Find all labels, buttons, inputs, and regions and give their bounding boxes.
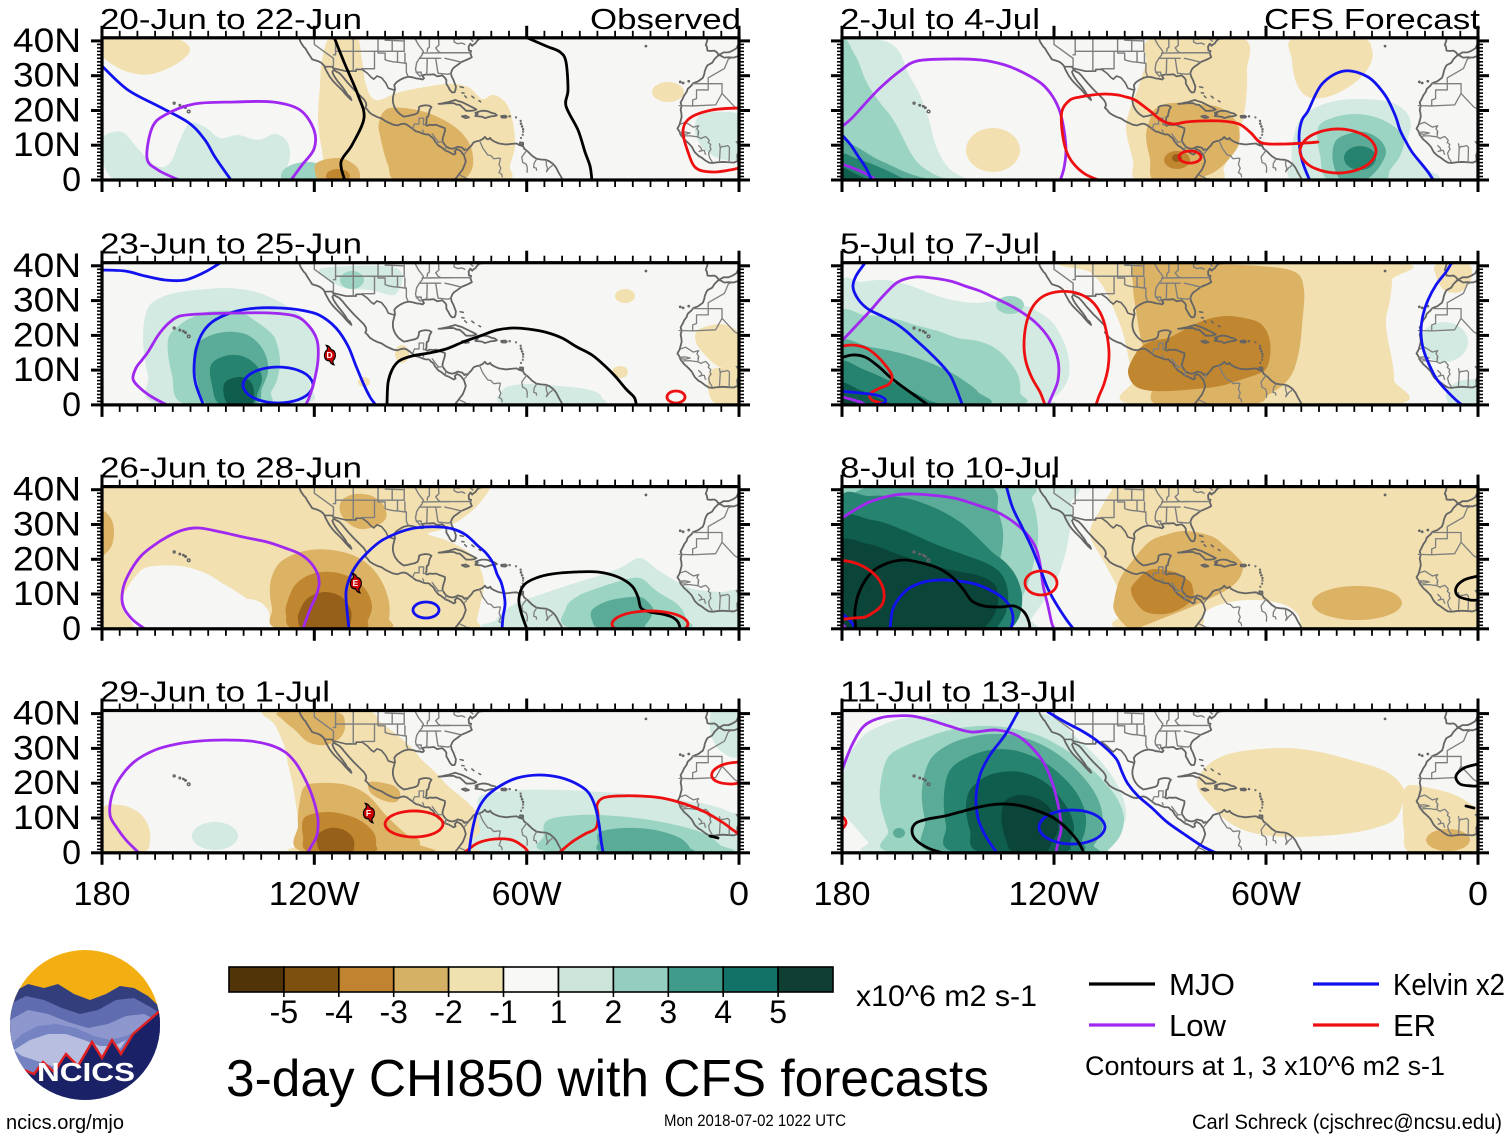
svg-text:2-Jul to 4-Jul: 2-Jul to 4-Jul — [840, 4, 1040, 36]
svg-text:4: 4 — [714, 994, 732, 1030]
svg-text:23-Jun to 25-Jun: 23-Jun to 25-Jun — [100, 229, 362, 261]
svg-text:0: 0 — [62, 834, 81, 872]
svg-text:10N: 10N — [13, 799, 81, 837]
svg-text:40N: 40N — [13, 247, 81, 285]
svg-text:10N: 10N — [13, 351, 81, 389]
svg-text:x10^6 m2 s-1: x10^6 m2 s-1 — [856, 980, 1037, 1013]
svg-text:0: 0 — [62, 610, 81, 648]
svg-text:20N: 20N — [13, 316, 81, 354]
svg-text:30N: 30N — [13, 729, 81, 767]
svg-text:-5: -5 — [270, 994, 298, 1030]
svg-text:1: 1 — [550, 994, 568, 1030]
svg-text:Mon 2018-07-02 1022 UTC: Mon 2018-07-02 1022 UTC — [664, 1111, 846, 1130]
svg-text:29-Jun to 1-Jul: 29-Jun to 1-Jul — [100, 677, 330, 709]
svg-text:10N: 10N — [13, 126, 81, 164]
svg-text:0: 0 — [62, 161, 81, 199]
svg-text:Carl Schreck (cjschrec@ncsu.ed: Carl Schreck (cjschrec@ncsu.edu) — [1192, 1111, 1502, 1134]
svg-text:30N: 30N — [13, 57, 81, 95]
svg-text:0: 0 — [62, 386, 81, 424]
svg-text:Kelvin x2: Kelvin x2 — [1393, 967, 1505, 1002]
svg-text:30N: 30N — [13, 282, 81, 320]
svg-text:D: D — [326, 350, 332, 360]
svg-text:5: 5 — [769, 994, 787, 1030]
svg-text:20N: 20N — [13, 92, 81, 130]
svg-text:Observed: Observed — [590, 4, 741, 36]
svg-text:5-Jul to 7-Jul: 5-Jul to 7-Jul — [840, 229, 1040, 261]
svg-text:180: 180 — [74, 875, 131, 912]
svg-text:180: 180 — [814, 875, 871, 912]
svg-text:11-Jul to 13-Jul: 11-Jul to 13-Jul — [840, 677, 1076, 709]
svg-text:-2: -2 — [434, 994, 462, 1030]
svg-text:ER: ER — [1393, 1008, 1436, 1043]
svg-text:2: 2 — [605, 994, 623, 1030]
svg-text:20N: 20N — [13, 540, 81, 578]
svg-text:CFS Forecast: CFS Forecast — [1264, 4, 1480, 36]
svg-text:30N: 30N — [13, 506, 81, 544]
svg-text:0: 0 — [729, 875, 749, 912]
svg-text:ncics.org/mjo: ncics.org/mjo — [6, 1112, 124, 1134]
svg-text:3-day CHI850 with CFS forecast: 3-day CHI850 with CFS forecasts — [226, 1050, 989, 1108]
svg-text:120W: 120W — [1009, 875, 1101, 912]
svg-text:120W: 120W — [269, 875, 361, 912]
svg-text:F: F — [366, 808, 371, 818]
svg-text:-4: -4 — [325, 994, 353, 1030]
svg-text:40N: 40N — [13, 22, 81, 60]
svg-text:3: 3 — [659, 994, 677, 1030]
svg-text:NCICS: NCICS — [37, 1057, 135, 1087]
svg-text:60W: 60W — [1231, 875, 1302, 912]
svg-text:20-Jun to 22-Jun: 20-Jun to 22-Jun — [100, 4, 362, 36]
svg-text:26-Jun to 28-Jun: 26-Jun to 28-Jun — [100, 453, 362, 485]
svg-text:60W: 60W — [492, 875, 563, 912]
svg-text:20N: 20N — [13, 764, 81, 802]
svg-text:E: E — [353, 578, 359, 588]
svg-text:0: 0 — [1468, 875, 1488, 912]
svg-text:8-Jul to 10-Jul: 8-Jul to 10-Jul — [840, 453, 1060, 485]
svg-text:Contours at 1, 3 x10^6 m2 s-1: Contours at 1, 3 x10^6 m2 s-1 — [1085, 1051, 1445, 1081]
svg-text:10N: 10N — [13, 575, 81, 613]
svg-text:40N: 40N — [13, 695, 81, 733]
svg-text:Low: Low — [1169, 1008, 1227, 1043]
svg-text:-3: -3 — [379, 994, 407, 1030]
svg-text:-1: -1 — [489, 994, 517, 1030]
svg-text:40N: 40N — [13, 471, 81, 509]
svg-text:MJO: MJO — [1169, 967, 1235, 1002]
